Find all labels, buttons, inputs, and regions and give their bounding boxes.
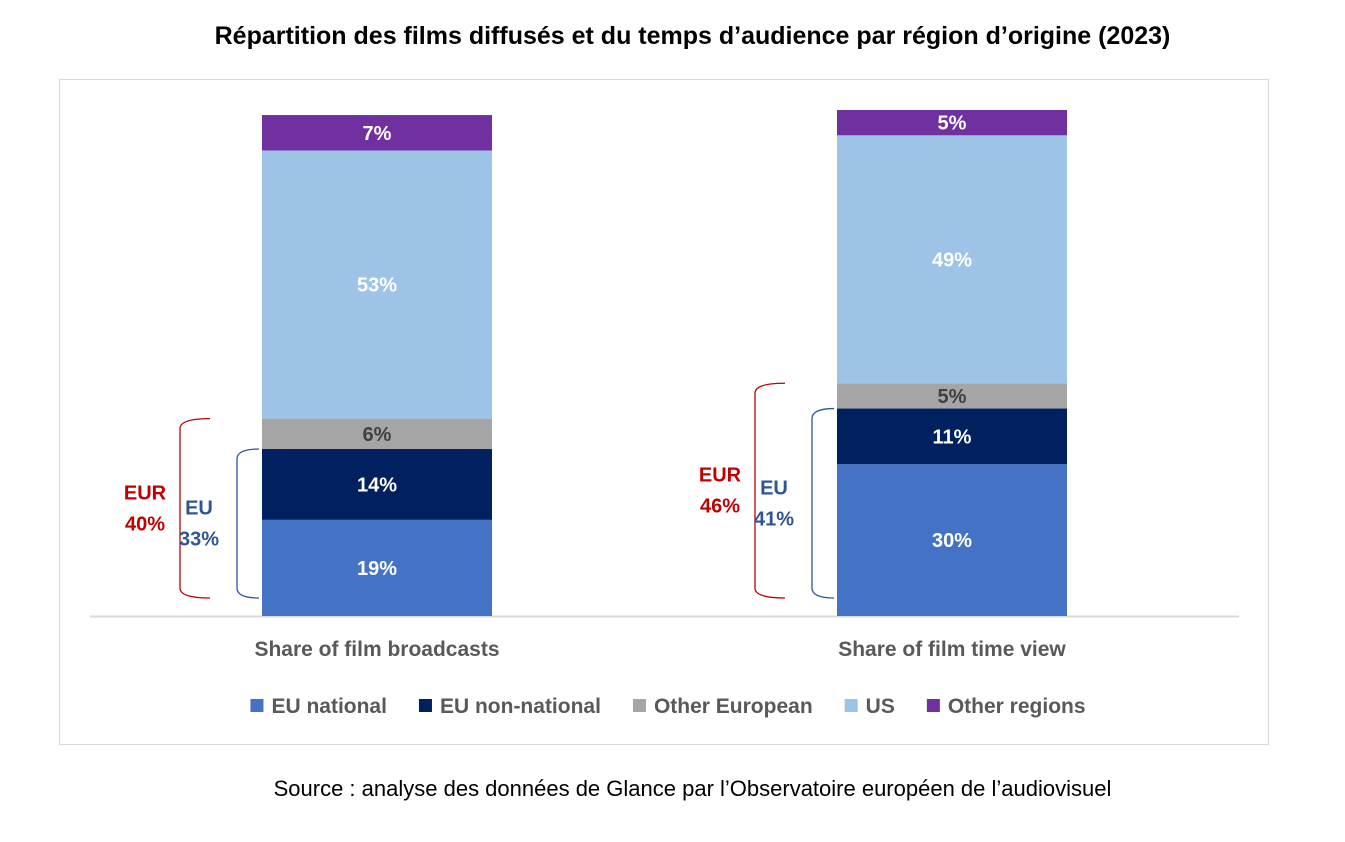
eu-group-label: EU bbox=[185, 498, 213, 520]
bar-segment-other-regions bbox=[837, 110, 1067, 136]
bar-segment-other-regions bbox=[262, 115, 492, 151]
legend-label: US bbox=[866, 695, 895, 718]
eur-group-label: EUR bbox=[699, 465, 742, 487]
data-label: 53% bbox=[357, 275, 397, 297]
data-label: 7% bbox=[363, 123, 392, 145]
eu-group-value: 41% bbox=[754, 508, 794, 530]
x-tick-label: Share of film broadcasts bbox=[254, 638, 499, 661]
data-label: 11% bbox=[933, 426, 972, 448]
bar-segment-other-european bbox=[262, 418, 492, 450]
data-label: 49% bbox=[932, 249, 972, 271]
bar-segment-eu-non-national bbox=[262, 449, 492, 520]
bar-segment-eu-national bbox=[262, 519, 492, 616]
legend-swatch bbox=[250, 699, 264, 712]
data-label: 14% bbox=[357, 474, 397, 496]
bar-segment-us bbox=[262, 150, 492, 419]
legend-swatch bbox=[926, 699, 940, 712]
chart-frame bbox=[59, 79, 1269, 745]
legend-label: Other regions bbox=[948, 695, 1086, 718]
eu-group-value: 33% bbox=[179, 529, 219, 551]
legend-label: Other European bbox=[654, 695, 813, 718]
eu-bracket bbox=[236, 448, 260, 599]
legend-swatch bbox=[418, 699, 432, 712]
chart-title: Répartition des films diffusés et du tem… bbox=[214, 22, 1171, 50]
eu-bracket bbox=[811, 407, 835, 599]
data-label: 5% bbox=[938, 113, 967, 135]
eur-group-label: EUR bbox=[124, 482, 167, 504]
bar-segment-eu-non-national bbox=[837, 408, 1067, 465]
legend-swatch bbox=[632, 699, 646, 712]
x-tick-label: Share of film time view bbox=[838, 638, 1066, 661]
eu-group-label: EU bbox=[760, 477, 788, 499]
eur-bracket bbox=[179, 418, 211, 599]
legend-label: EU national bbox=[271, 695, 387, 718]
source-note: Source : analyse des données de Glance p… bbox=[273, 776, 1112, 801]
legend-swatch bbox=[844, 699, 858, 712]
data-label: 30% bbox=[932, 530, 972, 552]
bar-segment-other-european bbox=[837, 383, 1067, 409]
data-label: 19% bbox=[357, 558, 397, 580]
eur-group-value: 40% bbox=[125, 513, 165, 535]
bar-segment-us bbox=[837, 135, 1067, 384]
eur-group-value: 46% bbox=[700, 496, 740, 518]
data-label: 5% bbox=[938, 386, 967, 408]
eur-bracket bbox=[754, 382, 786, 599]
bar-segment-eu-national bbox=[837, 464, 1067, 616]
data-label: 6% bbox=[363, 424, 392, 446]
legend-label: EU non-national bbox=[440, 695, 601, 718]
